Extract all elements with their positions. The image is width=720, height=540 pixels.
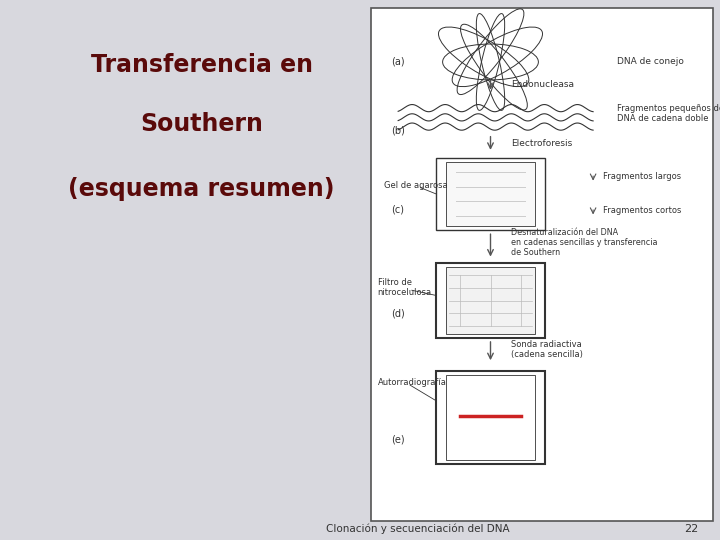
Text: (esquema resumen): (esquema resumen) — [68, 177, 335, 201]
Text: DNA de conejo: DNA de conejo — [617, 57, 684, 66]
Text: Fragmentos cortos: Fragmentos cortos — [603, 206, 682, 215]
Text: Autorradiografía: Autorradiografía — [377, 378, 446, 387]
Text: (b): (b) — [392, 125, 405, 135]
Text: Electroforesis: Electroforesis — [511, 139, 572, 147]
Text: Endonucleasa: Endonucleasa — [511, 80, 574, 89]
Text: Southern: Southern — [140, 112, 263, 136]
Bar — [371, 8, 713, 521]
Text: (e): (e) — [392, 434, 405, 444]
Bar — [436, 263, 545, 338]
Text: Clonación y secuenciación del DNA: Clonación y secuenciación del DNA — [325, 523, 510, 534]
Text: Sonda radiactiva
(cadena sencilla): Sonda radiactiva (cadena sencilla) — [511, 340, 583, 360]
Text: Transferencia en: Transferencia en — [91, 53, 312, 77]
Bar — [446, 375, 535, 460]
Text: 22: 22 — [684, 523, 698, 534]
Text: Gel de agarosa: Gel de agarosa — [384, 180, 448, 190]
Text: Fragmentos largos: Fragmentos largos — [603, 172, 682, 181]
Bar — [446, 267, 535, 334]
Bar — [446, 162, 535, 226]
Bar — [436, 158, 545, 230]
Text: Filtro de
nitrocelulosa: Filtro de nitrocelulosa — [377, 278, 432, 298]
Text: (c): (c) — [392, 204, 405, 214]
Text: (d): (d) — [392, 308, 405, 319]
Text: Fragmentos pequeños de
DNA de cadena doble: Fragmentos pequeños de DNA de cadena dob… — [617, 104, 720, 123]
Text: Desnaturalización del DNA
en cadenas sencillas y transferencia
de Southern: Desnaturalización del DNA en cadenas sen… — [511, 228, 657, 258]
Text: (a): (a) — [392, 57, 405, 67]
Bar — [436, 371, 545, 464]
